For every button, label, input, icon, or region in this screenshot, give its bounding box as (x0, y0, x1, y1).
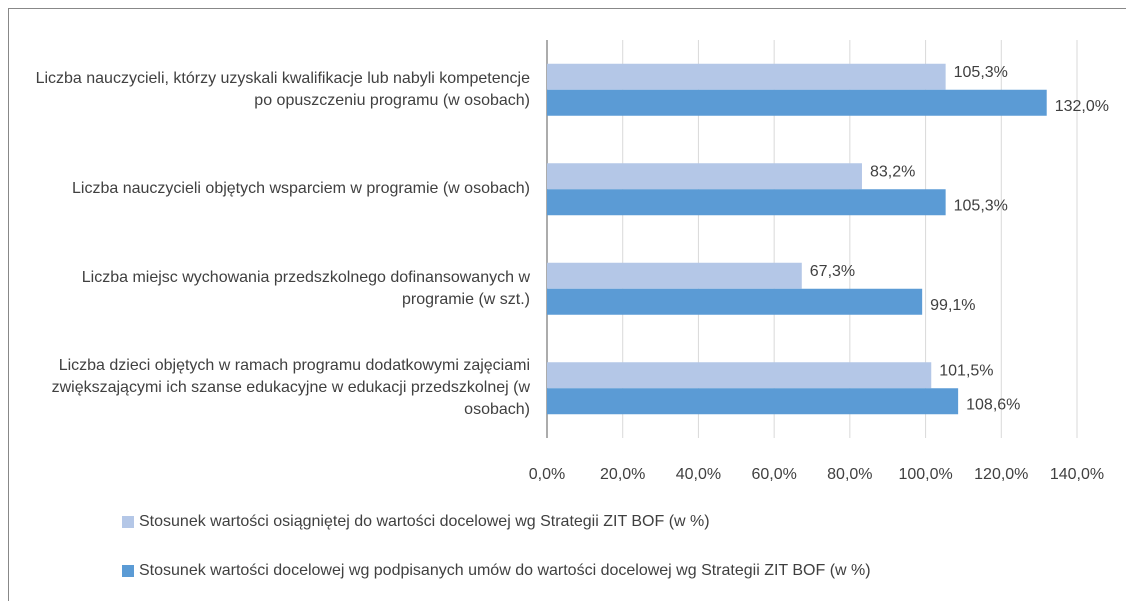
value-label: 132,0% (1055, 98, 1109, 115)
legend-label: Stosunek wartości osiągniętej do wartośc… (139, 513, 710, 530)
x-tick-label: 60,0% (751, 466, 796, 483)
x-tick-label: 20,0% (600, 466, 645, 483)
x-tick-label: 0,0% (529, 466, 565, 483)
bar (547, 262, 802, 289)
value-label: 67,3% (810, 263, 855, 280)
value-label: 83,2% (870, 163, 915, 180)
x-tick-label: 140,0% (1050, 466, 1104, 483)
bar (547, 163, 862, 190)
x-tick-label: 80,0% (827, 466, 872, 483)
legend-swatch (122, 565, 134, 577)
y-tick-label: Liczba nauczycieli, którzy uzyskali kwal… (35, 69, 530, 109)
y-tick-label: Liczba dzieci objętych w ramach programu… (51, 357, 530, 419)
legend-label: Stosunek wartości docelowej wg podpisany… (139, 562, 871, 579)
value-label: 101,5% (939, 362, 993, 379)
bar (547, 189, 946, 216)
x-tick-label: 40,0% (676, 466, 721, 483)
y-tick-label: Liczba nauczycieli objętych wsparciem w … (72, 180, 530, 198)
value-label: 99,1% (930, 297, 975, 314)
bar (547, 63, 946, 90)
bar (547, 388, 959, 415)
legend-swatch (122, 516, 134, 528)
value-label: 105,3% (954, 64, 1008, 81)
value-label: 105,3% (954, 197, 1008, 214)
x-tick-label: 100,0% (898, 466, 952, 483)
bar (547, 362, 932, 389)
y-tick-label: Liczba miejsc wychowania przedszkolnego … (81, 268, 530, 308)
x-tick-label: 120,0% (974, 466, 1028, 483)
bar (547, 89, 1047, 116)
bar (547, 288, 923, 315)
value-label: 108,6% (966, 396, 1020, 413)
chart-frame (8, 8, 1126, 601)
